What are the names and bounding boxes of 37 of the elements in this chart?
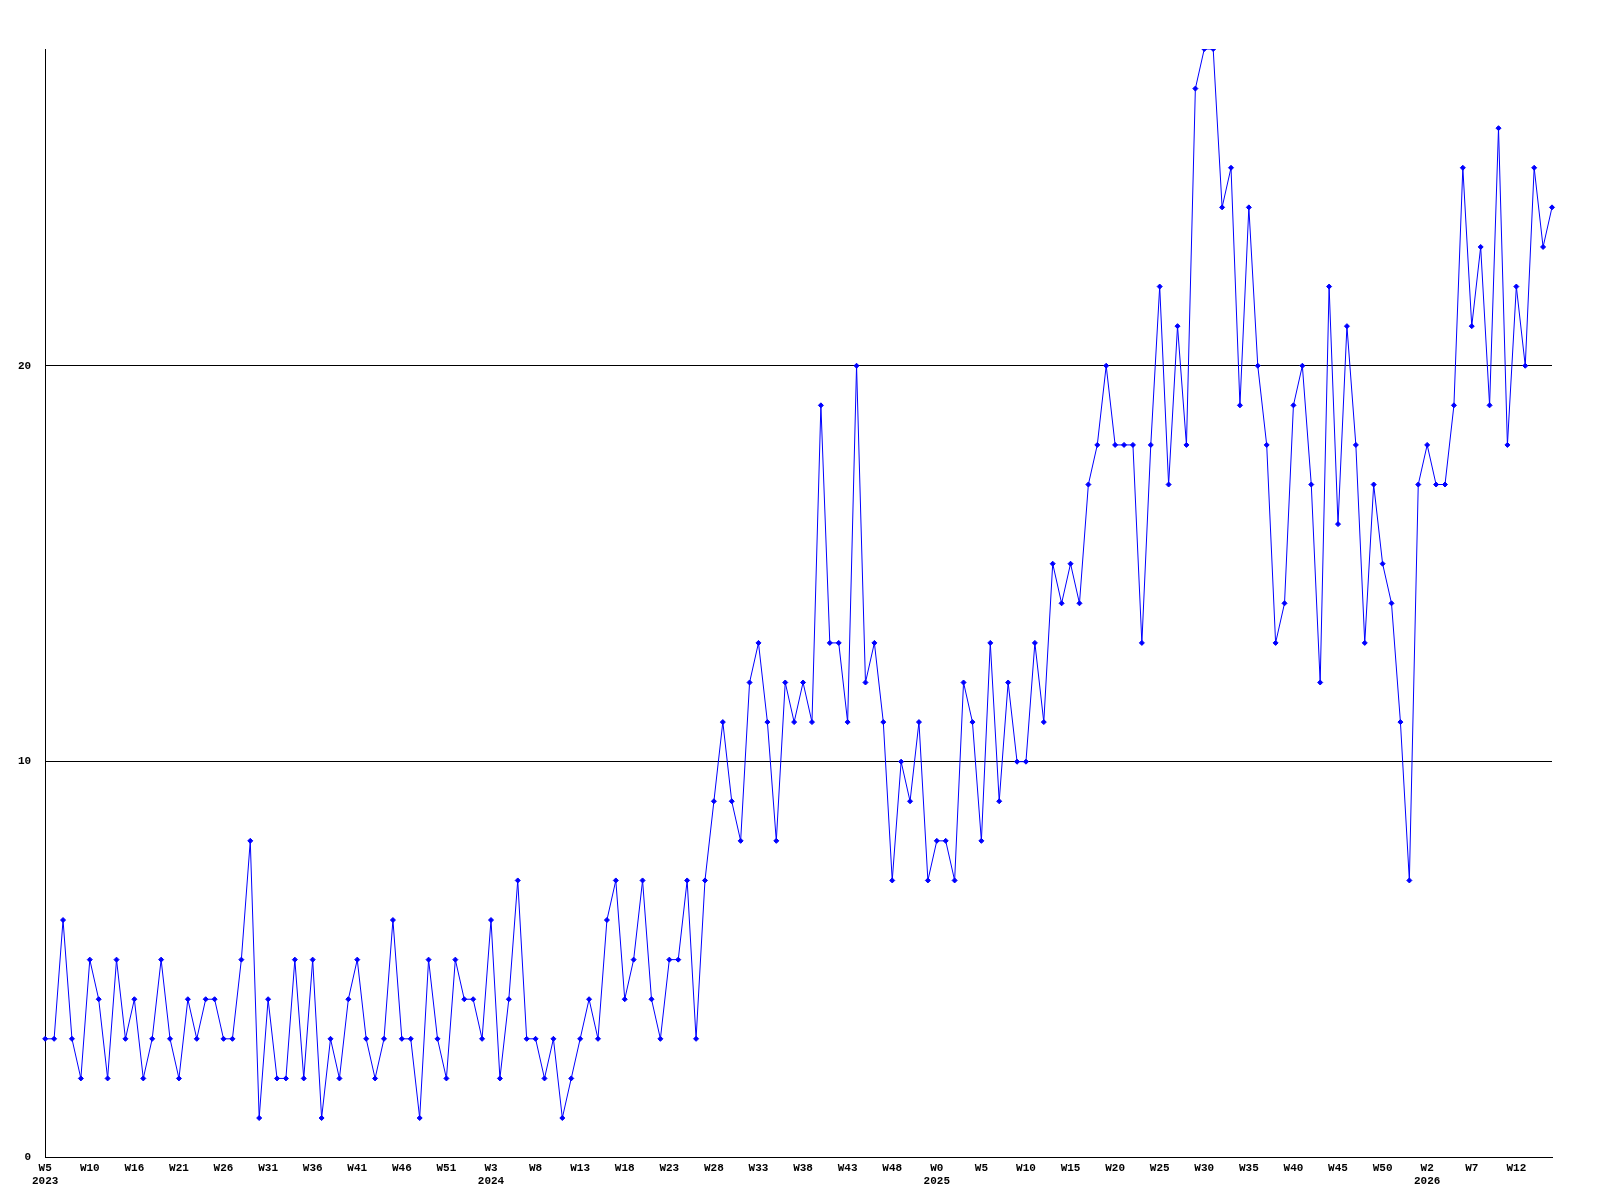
x-tick-label: W30 xyxy=(1194,1161,1215,1174)
y-tick-label: 20 xyxy=(18,359,32,372)
x-tick-label: W45 xyxy=(1328,1161,1349,1174)
x-tick-label: W35 xyxy=(1238,1161,1260,1174)
x-tick-label: W5 xyxy=(974,1161,989,1174)
x-tick-label: W16 xyxy=(124,1161,145,1174)
x-tick-label: W20 xyxy=(1105,1161,1126,1174)
x-tick-label: W48 xyxy=(882,1161,903,1174)
x-tick-label: W43 xyxy=(837,1161,858,1174)
x-tick-label: W41 xyxy=(347,1161,368,1174)
x-tick-label: W50 xyxy=(1372,1161,1393,1174)
x-tick-label: W10 xyxy=(1016,1161,1036,1174)
x-tick-label: W31 xyxy=(258,1161,279,1174)
y-tick-label: 0 xyxy=(24,1151,32,1164)
x-tick-label: W0 2025 xyxy=(923,1161,951,1188)
x-tick-label: W51 xyxy=(436,1161,457,1174)
x-tick-label: W13 xyxy=(570,1161,591,1174)
y-tick-label: 10 xyxy=(18,755,32,768)
x-tick-label: W26 xyxy=(213,1161,234,1174)
x-tick-label: W15 xyxy=(1060,1161,1081,1174)
x-tick-label: W38 xyxy=(793,1161,814,1174)
x-tick-label: W8 xyxy=(528,1161,543,1174)
x-tick-label: W10 xyxy=(79,1161,100,1174)
x-tick-label: W40 xyxy=(1283,1161,1304,1174)
x-tick-label: W23 xyxy=(659,1161,680,1174)
x-tick-label: W28 xyxy=(703,1161,725,1174)
x-tick-label: W46 xyxy=(391,1161,412,1174)
x-tick-label: W21 xyxy=(169,1161,190,1174)
x-tick-label: W7 xyxy=(1465,1161,1479,1174)
x-tick-label: W2 2026 xyxy=(1413,1161,1441,1188)
x-tick-label: W5 2023 xyxy=(32,1161,59,1188)
x-tick-label: W33 xyxy=(748,1161,769,1174)
x-tick-label: W25 xyxy=(1149,1161,1170,1174)
x-tick-label: W12 xyxy=(1506,1161,1527,1174)
x-tick-label: W18 xyxy=(614,1161,636,1174)
x-tick-label: W36 xyxy=(302,1161,323,1174)
x-tick-label: W3 2024 xyxy=(477,1161,505,1188)
